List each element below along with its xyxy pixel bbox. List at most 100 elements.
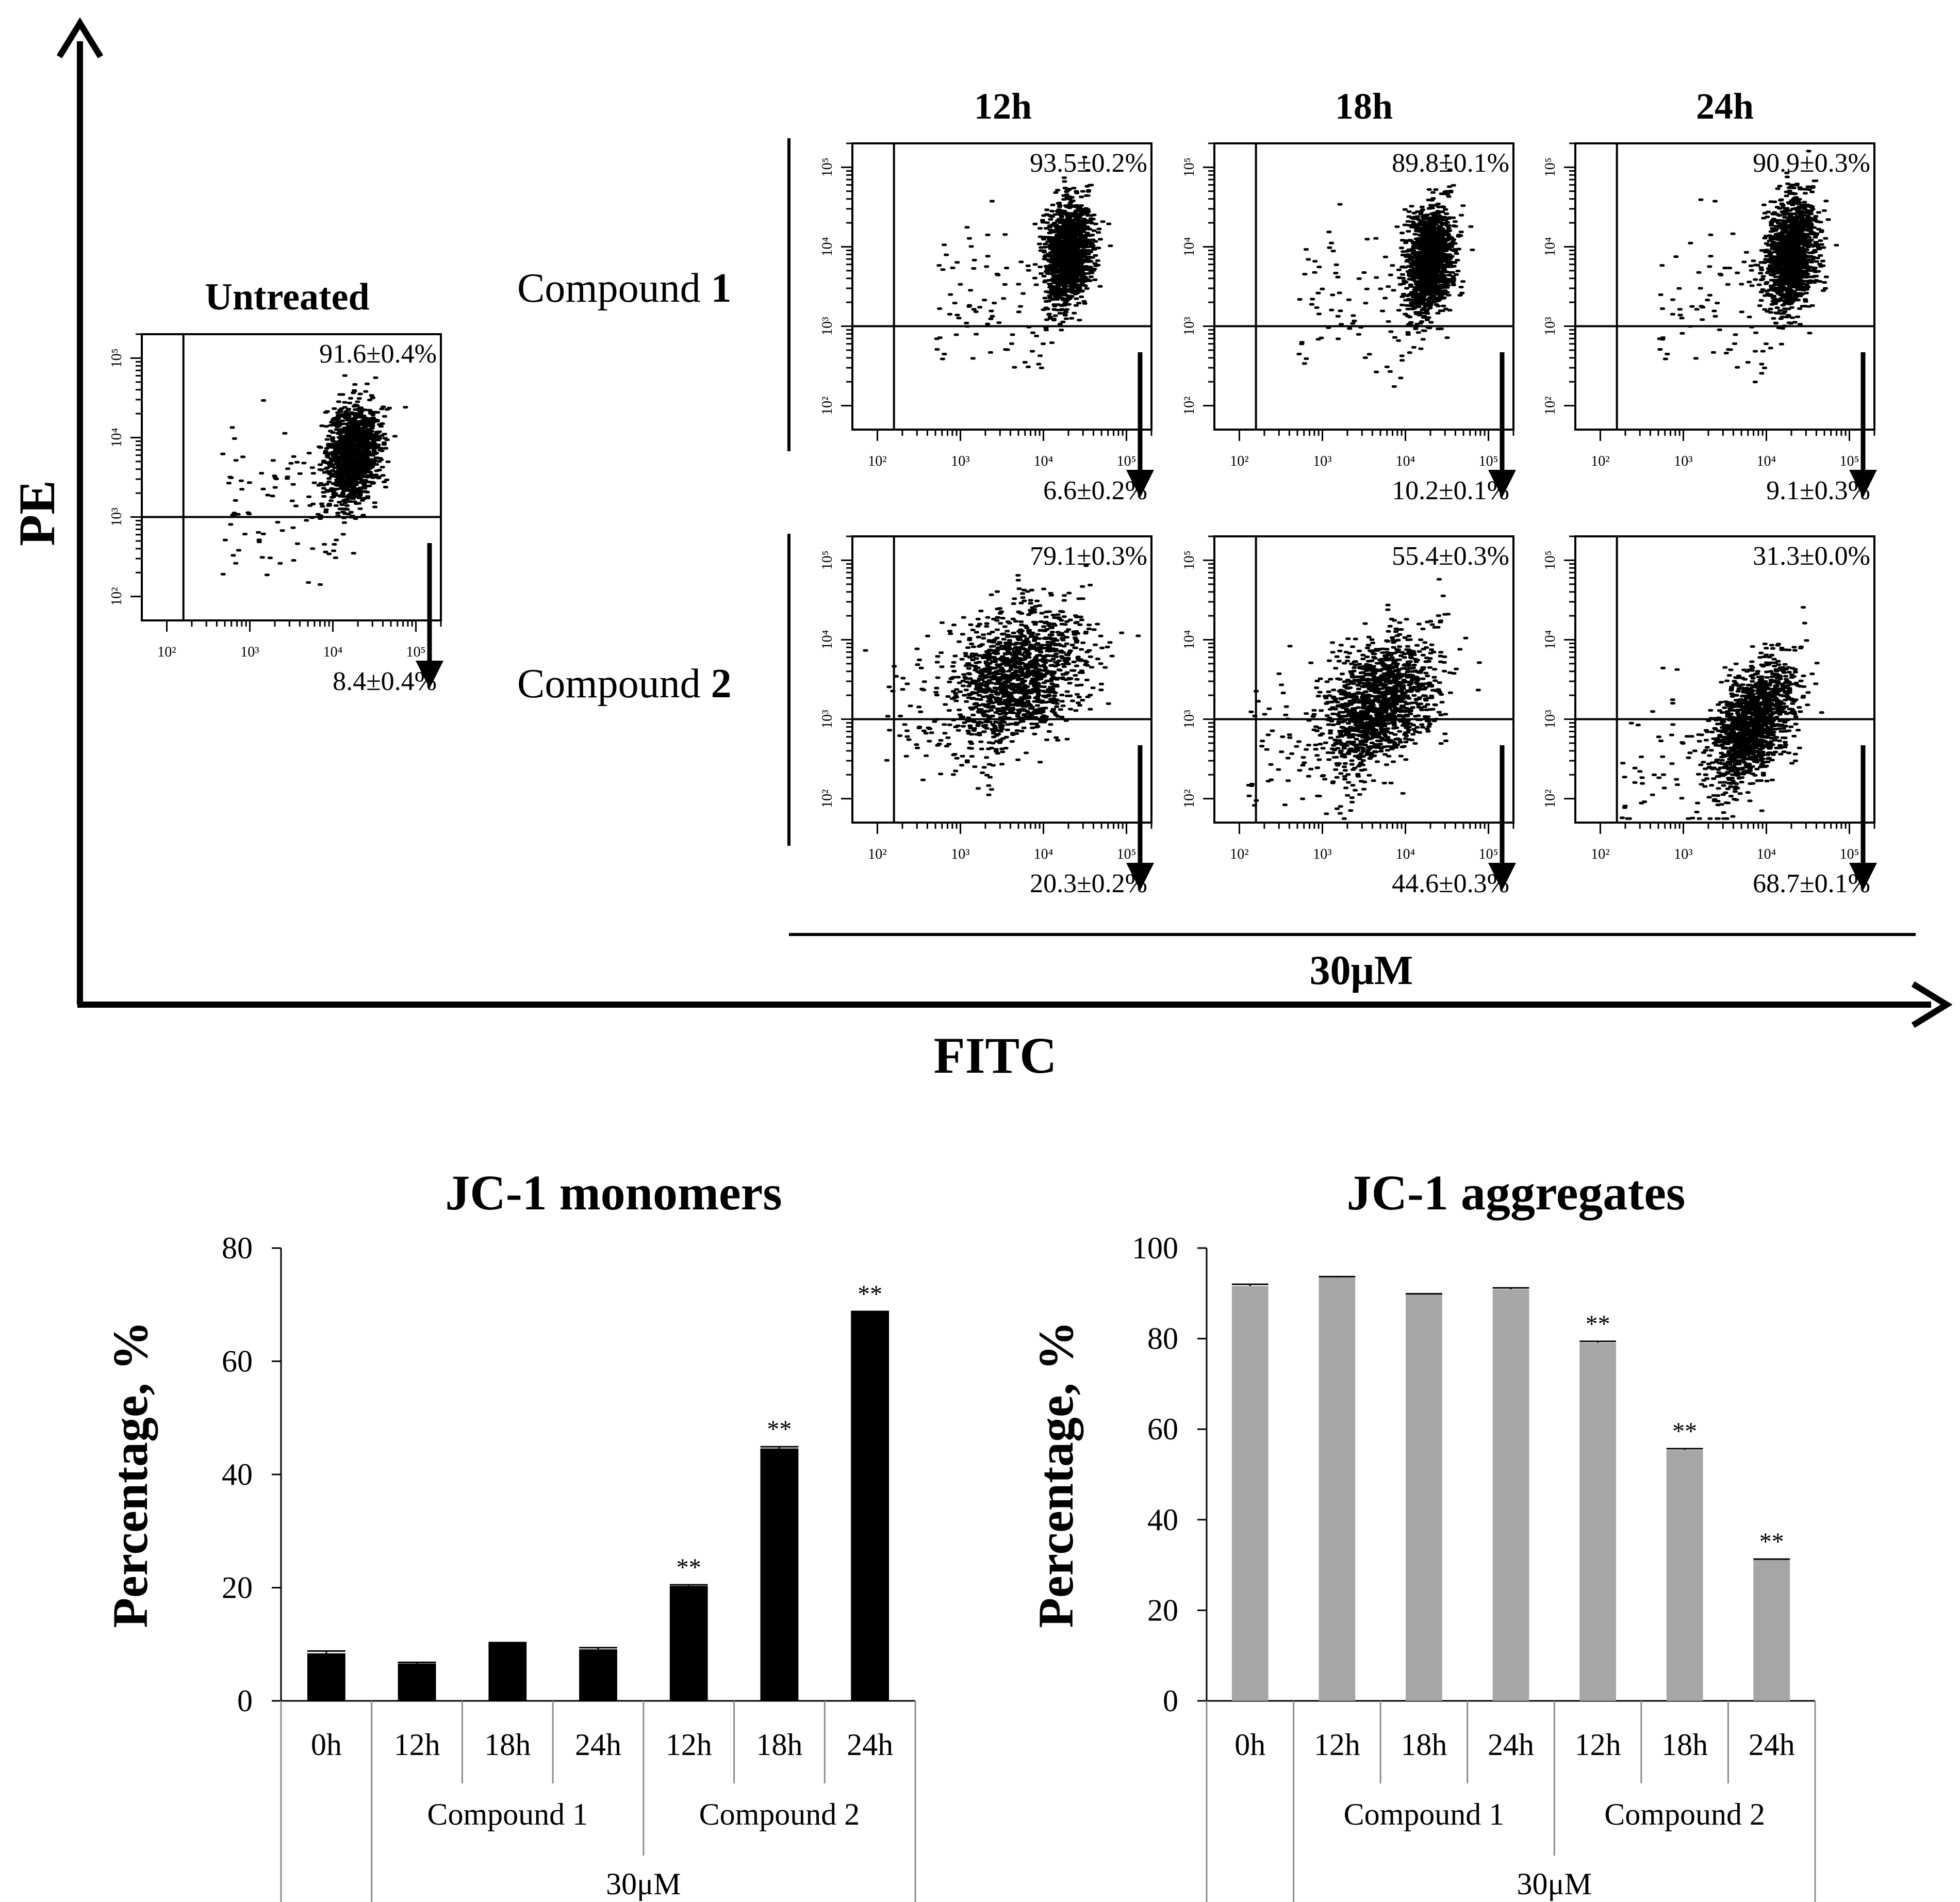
category-label: 18h (1401, 1728, 1447, 1762)
y-tick-label: 10² (1542, 789, 1558, 808)
scatter-panel-compound-2-24h: 10² 10³ 10⁴ 10⁵ 10⁵ 10⁴ 10³ 10² 31.3±0.0% 68.7±0.… (1542, 535, 1877, 898)
scatter-ticks: 10² 10³ 10⁴ 10⁵ 10⁵ 10⁴ 10³ 10² (1542, 142, 1875, 469)
y-tick-label: 80 (1147, 1322, 1178, 1356)
chart-title: JC-1 aggregates (1347, 1165, 1686, 1220)
x-tick-label: 10³ (951, 846, 969, 862)
scatter-dot-cloud (1657, 150, 1839, 384)
y-tick-label: 10⁵ (1181, 550, 1197, 570)
row-label-compound-2-number: 2 (711, 661, 732, 707)
scatter-dot-cloud (934, 156, 1113, 369)
scatter-panel-untreated: 10² 10³ 10⁴ 10⁵ 10⁵ 10⁴ 10³ 10² 91.6±0.4% 8.4±0.4… (109, 333, 443, 696)
row-labels: Compound 1 Compound 2 (517, 138, 790, 846)
y-tick-label: 20 (1147, 1593, 1178, 1627)
y-tick-label: 10³ (819, 710, 835, 728)
lower-right-percent: 44.6±0.3% (1392, 869, 1509, 898)
concentration-label: 30μM (1310, 948, 1413, 993)
y-tick-label: 10⁴ (1542, 237, 1558, 257)
concentration-group-label: 30μM (606, 1867, 681, 1901)
y-tick-label: 10³ (1181, 710, 1197, 728)
y-axis-label: PE (8, 480, 65, 546)
x-tick-label: 10⁵ (1479, 846, 1498, 862)
scatter-ticks: 10² 10³ 10⁴ 10⁵ 10⁵ 10⁴ 10³ 10² (819, 142, 1152, 469)
bar (1319, 1277, 1356, 1701)
scatter-dots (934, 156, 1113, 369)
x-tick-label: 10³ (240, 644, 259, 660)
y-tick-label: 10⁵ (1542, 550, 1558, 570)
significance-marker: ** (1586, 1310, 1610, 1338)
y-tick-label: 10⁴ (819, 630, 835, 650)
category-label: 12h (1575, 1728, 1621, 1762)
scatter-frame (1574, 535, 1875, 824)
bar (579, 1649, 617, 1701)
scatter-frame (1574, 142, 1875, 431)
y-tick-label: 10³ (1542, 710, 1558, 728)
x-tick-label: 10⁴ (1034, 846, 1053, 862)
x-tick-label: 10⁵ (1479, 453, 1498, 469)
category-label: 24h (575, 1728, 621, 1762)
y-tick-label: 10³ (1542, 317, 1558, 335)
bar-chart-aggregates: JC-1 aggregates Percentage, % 0 20 40 60 80 100… (1028, 1165, 1816, 1902)
upper-right-percent: 91.6±0.4% (319, 339, 437, 369)
panel-title-untreated: Untreated (205, 276, 369, 318)
row-label-compound-1-number: 1 (711, 266, 732, 311)
y-tick-label: 0 (237, 1684, 253, 1718)
x-tick-label: 10² (1230, 846, 1248, 862)
category-label: 0h (311, 1728, 342, 1762)
scatter-dot-cloud (1296, 154, 1475, 388)
lower-right-percent: 68.7±0.1% (1753, 869, 1870, 898)
scatter-ticks: 10² 10³ 10⁴ 10⁵ 10⁵ 10⁴ 10³ 10² (1181, 535, 1514, 862)
x-tick-label: 10⁴ (1757, 846, 1776, 862)
bar (398, 1663, 436, 1701)
y-tick-label: 10² (1181, 396, 1197, 415)
y-tick-label: 80 (222, 1231, 253, 1265)
x-tick-label: 10³ (1674, 846, 1692, 862)
category-label: 24h (1488, 1728, 1534, 1762)
category-label: 24h (1749, 1728, 1795, 1762)
scatter-frame (1213, 142, 1514, 431)
scatter-ticks: 10² 10³ 10⁴ 10⁵ 10⁵ 10⁴ 10³ 10² (109, 333, 442, 660)
column-headers: 12h 18h 24h Untreated (205, 86, 1754, 318)
scatter-ticks: 10² 10³ 10⁴ 10⁵ 10⁵ 10⁴ 10³ 10² (819, 535, 1152, 862)
x-tick-label: 10³ (1313, 453, 1331, 469)
scatter-panel-compound-1-18h: 10² 10³ 10⁴ 10⁵ 10⁵ 10⁴ 10³ 10² 89.8±0.1% 10.2±0.… (1181, 142, 1516, 505)
y-tick-label: 10⁴ (109, 428, 125, 448)
y-tick-label: 10³ (109, 507, 125, 526)
category-label: 18h (484, 1728, 531, 1762)
scatter-frame (1213, 535, 1514, 824)
scatter-dots (1657, 150, 1839, 384)
upper-right-percent: 93.5±0.2% (1030, 149, 1147, 178)
column-header-18h: 18h (1335, 86, 1393, 127)
significance-marker: ** (858, 1281, 882, 1308)
scatter-dots (1296, 154, 1475, 388)
y-tick-label: 40 (1147, 1503, 1178, 1537)
category-label: 18h (756, 1728, 802, 1762)
concentration-group-label: 30μM (1517, 1867, 1592, 1901)
row-label-compound-2-text: Compound (517, 661, 711, 707)
scatter-panel-compound-1-12h: 10² 10³ 10⁴ 10⁵ 10⁵ 10⁴ 10³ 10² 93.5±0.2% 6.6±0.2… (819, 142, 1154, 505)
y-axis-label: Percentage, % (1028, 1321, 1083, 1628)
scatter-panel-compound-2-12h: 10² 10³ 10⁴ 10⁵ 10⁵ 10⁴ 10³ 10² 79.1±0.3% 20.3±0.… (819, 535, 1154, 898)
y-tick-label: 10⁵ (819, 157, 835, 177)
bar (1231, 1286, 1269, 1701)
y-tick-label: 10² (1181, 789, 1197, 808)
row-label-compound-1-text: Compound (517, 266, 711, 311)
lower-right-percent: 10.2±0.1% (1392, 476, 1509, 505)
y-tick-label: 10⁵ (819, 550, 835, 570)
y-tick-label: 10⁴ (819, 237, 835, 257)
scatter-panel-compound-1-24h: 10² 10³ 10⁴ 10⁵ 10⁵ 10⁴ 10³ 10² 90.9±0.3% 9.1±0.3… (1542, 142, 1877, 505)
x-axis-label: FITC (934, 1027, 1057, 1084)
group-label-compound-2: Compound 2 (1604, 1797, 1765, 1831)
scatter-ticks: 10² 10³ 10⁴ 10⁵ 10⁵ 10⁴ 10³ 10² (1181, 142, 1514, 469)
category-label: 24h (847, 1728, 893, 1762)
x-tick-label: 10³ (1313, 846, 1331, 862)
y-tick-label: 10⁴ (1542, 630, 1558, 650)
y-tick-label: 60 (1147, 1412, 1178, 1446)
upper-right-percent: 79.1±0.3% (1030, 542, 1147, 571)
bar (1666, 1450, 1703, 1701)
y-tick-label: 10² (819, 789, 835, 808)
y-tick-label: 10⁵ (1181, 157, 1197, 177)
y-tick-label: 10² (819, 396, 835, 415)
scatter-dots (220, 374, 408, 586)
row-label-compound-1: Compound 1 (517, 266, 732, 311)
scatter-panels: 10² 10³ 10⁴ 10⁵ 10⁵ 10⁴ 10³ 10² 91.6±0.4% 8.4±0.4… (109, 142, 1877, 898)
